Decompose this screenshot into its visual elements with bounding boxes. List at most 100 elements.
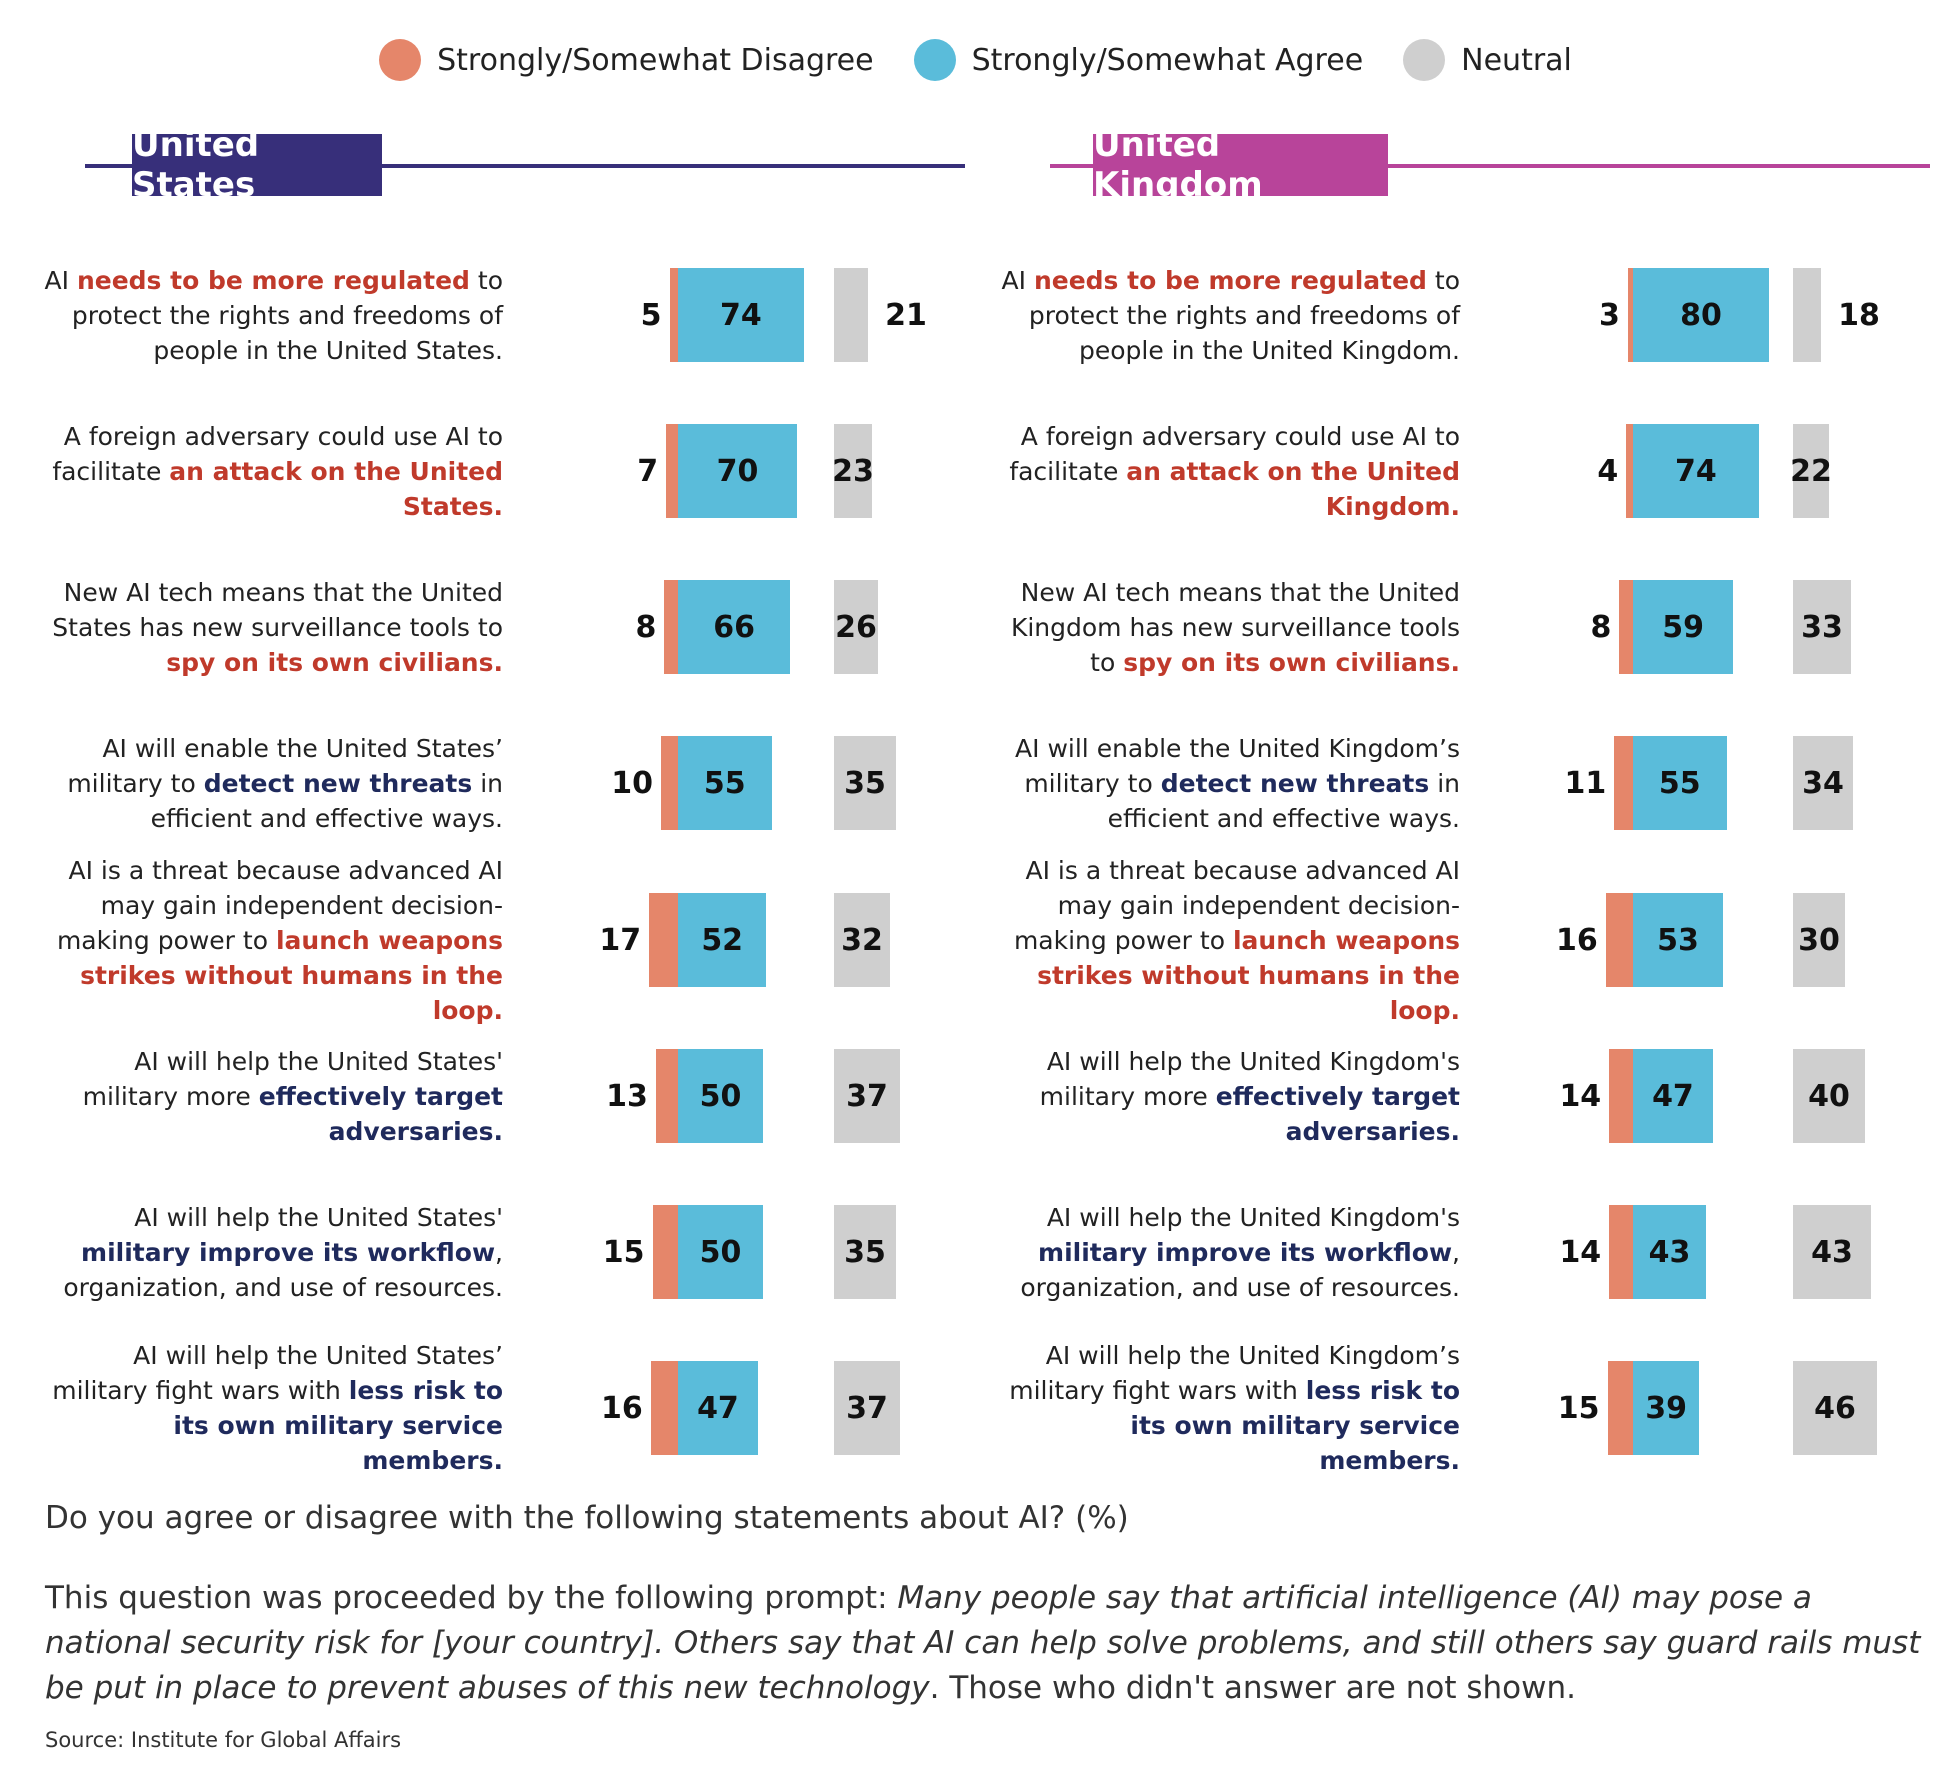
bar-neutral [1793,424,1829,518]
statement-text: AI will enable the United States’ milita… [67,733,503,798]
statement-text: New AI tech means that the United Kingdo… [1010,577,1460,677]
value-label-disagree: 8 [1590,609,1612,645]
bar-neutral [834,424,872,518]
bar-neutral [834,1361,900,1455]
value-label-disagree: 3 [1599,297,1620,333]
statement-label: AI needs to be more regulated to protect… [990,263,1460,368]
value-label-disagree: 5 [640,297,662,333]
bar-neutral [1793,580,1851,674]
value-label-disagree: 16 [1556,922,1598,958]
bar-agree [1633,893,1724,987]
value-label-neutral: 32 [841,922,883,958]
statement-label: AI is a threat because advanced AI may g… [33,853,503,1028]
bar-disagree [1607,1361,1633,1455]
value-label-neutral: 35 [844,1234,886,1270]
bar-neutral [1793,268,1821,362]
source-note: Source: Institute for Global Affairs [45,1728,402,1752]
bar-agree [1633,1049,1713,1143]
bar-disagree [1619,580,1633,674]
value-label-disagree: 14 [1559,1078,1602,1114]
value-label-disagree: 15 [1557,1390,1600,1426]
bar-neutral [834,1205,896,1299]
statement-label: AI will enable the United States’ milita… [33,731,503,836]
statement-text: to protect the rights and freedoms of pe… [1028,265,1460,365]
question-text: Do you agree or disagree with the follow… [45,1500,1129,1536]
bar-disagree [650,1361,678,1455]
statement-text: in efficient and effective ways. [150,768,503,833]
legend-label: Neutral [1461,42,1572,78]
bar-neutral [834,1049,900,1143]
value-label-neutral: 35 [844,765,886,801]
bar-disagree [669,268,678,362]
value-label-disagree: 17 [599,922,642,958]
statement-highlight: military improve its workflow [81,1237,496,1267]
bar-neutral [1793,736,1853,830]
value-label-agree: 70 [716,453,759,489]
value-label-agree: 43 [1648,1234,1691,1270]
value-label-agree: 53 [1657,922,1699,958]
statement-highlight: effectively target adversaries. [1215,1081,1460,1146]
statement-label: New AI tech means that the United States… [33,575,503,680]
statement-highlight: less risk to its own military service me… [173,1376,503,1475]
value-label-agree: 74 [720,297,762,333]
statement-highlight: needs to be more regulated [76,265,470,295]
bar-disagree [664,580,678,674]
bar-neutral [1793,1361,1877,1455]
statement-highlight: detect new threats [1160,768,1430,798]
legend-item: Strongly/Somewhat Agree [913,39,1363,81]
statement-text: AI will help the United Kingdom’s milita… [1009,1341,1460,1405]
bar-neutral [1793,893,1845,987]
statement-text: A foreign adversary could use AI to faci… [1009,421,1460,486]
bar-agree [678,1205,763,1299]
statement-label: AI will help the United States' military… [33,1200,503,1305]
value-label-agree: 47 [697,1390,739,1426]
statement-label: New AI tech means that the United Kingdo… [990,575,1460,680]
value-label-neutral: 33 [1801,609,1843,645]
value-label-agree: 39 [1645,1390,1688,1426]
statement-highlight: an attack on the United Kingdom. [1126,456,1460,521]
value-label-neutral: 26 [835,609,877,645]
value-label-agree: 55 [1658,765,1701,801]
value-label-neutral: 43 [1811,1234,1853,1270]
statement-text: AI will help the United States' military… [82,1046,503,1111]
value-label-agree: 59 [1662,609,1705,645]
panel-title-us: United States [132,125,382,205]
value-label-agree: 47 [1652,1078,1694,1114]
value-label-disagree: 16 [601,1390,643,1426]
value-label-neutral: 37 [846,1390,888,1426]
prompt-intro: This question was proceeded by the follo… [45,1580,898,1616]
bar-disagree [1609,1205,1633,1299]
prompt-note: This question was proceeded by the follo… [45,1576,1945,1711]
statement-label: A foreign adversary could use AI to faci… [990,419,1460,524]
prompt-italic: Many people say that artificial intellig… [45,1580,1921,1706]
statement-label: AI will help the United States’ military… [33,1338,503,1478]
statement-text: New AI tech means that the United States… [52,577,503,642]
statement-highlight: an attack on the United States. [169,456,503,521]
bar-disagree [649,893,678,987]
bar-neutral [834,580,878,674]
value-label-disagree: 8 [635,609,657,645]
value-label-disagree: 14 [1559,1234,1602,1270]
bar-disagree [1605,893,1633,987]
statement-text: AI is a threat because advanced AI may g… [56,855,503,955]
value-label-agree: 80 [1680,297,1722,333]
statement-text: A foreign adversary could use AI to faci… [52,421,503,486]
value-label-disagree: 11 [1564,765,1607,801]
statement-label: AI will help the United Kingdom's milita… [990,1200,1460,1305]
value-label-agree: 50 [699,1234,742,1270]
bar-agree [678,580,791,674]
value-label-neutral: 46 [1814,1390,1856,1426]
statement-text: AI will enable the United Kingdom’s mili… [1015,733,1460,798]
value-label-neutral: 23 [832,453,874,489]
bar-disagree [1614,736,1633,830]
bar-disagree [655,1049,678,1143]
bar-disagree [661,736,678,830]
value-label-disagree: 15 [602,1234,645,1270]
statement-text: AI will help the United Kingdom's milita… [1039,1046,1460,1111]
bar-disagree [1609,1049,1633,1143]
statement-text: , organization, and use of resources. [1020,1237,1460,1302]
value-label-neutral: 21 [885,297,927,333]
statement-text: AI will help the United States' [134,1202,503,1232]
statement-highlight: needs to be more regulated [1033,265,1427,295]
value-label-agree: 66 [713,609,755,645]
